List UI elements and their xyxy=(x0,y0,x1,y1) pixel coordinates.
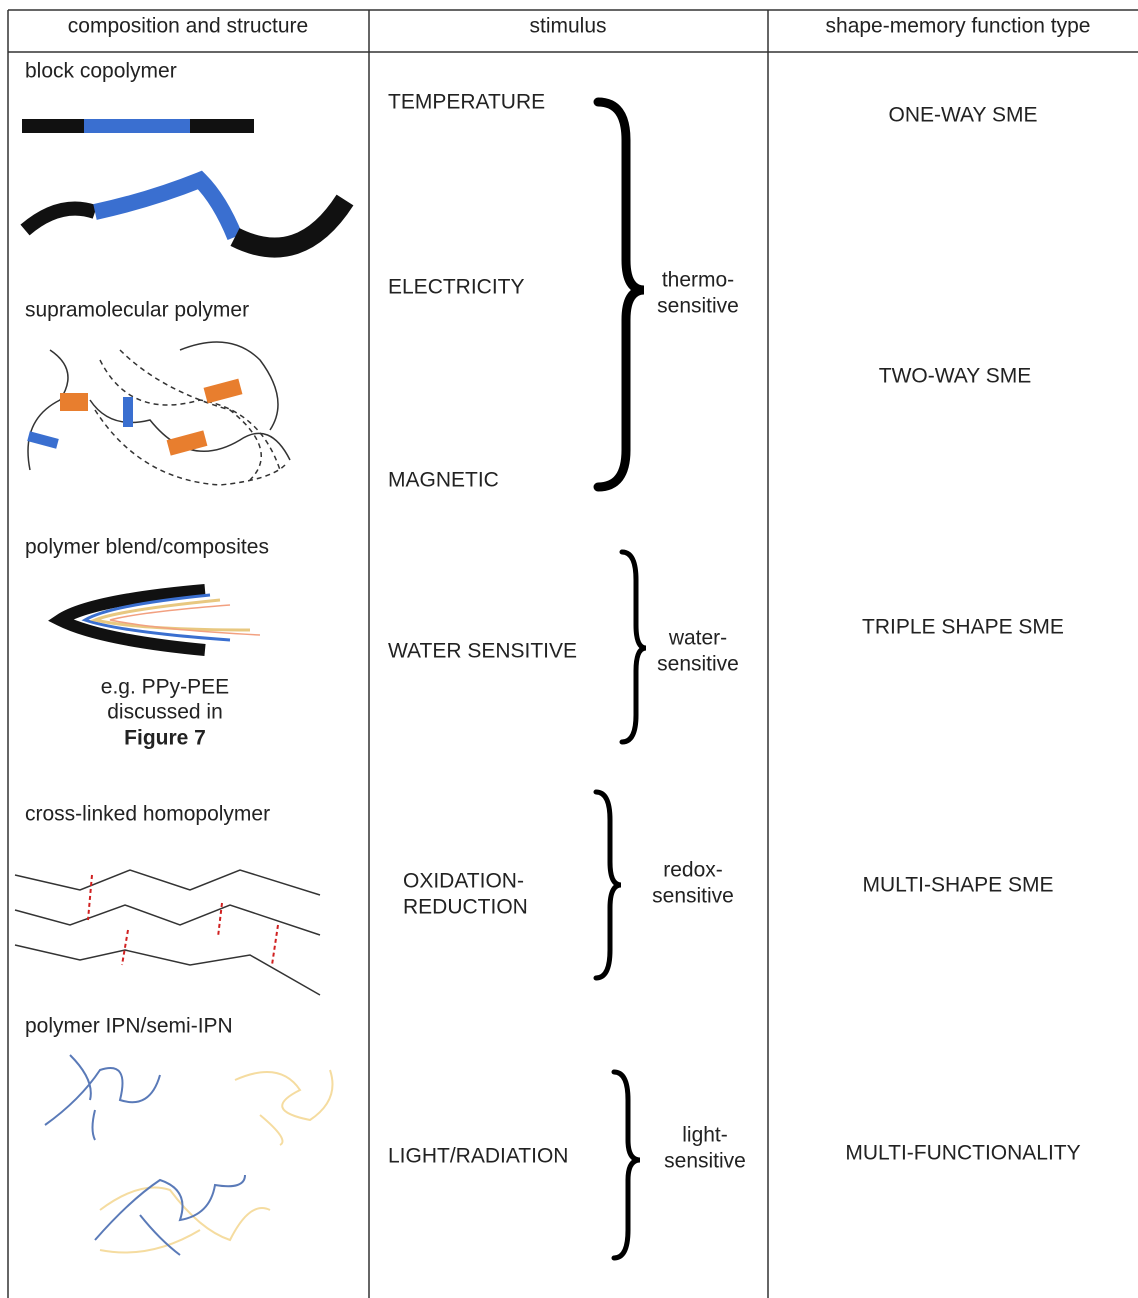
header: composition and structure xyxy=(68,15,308,38)
note: Figure 7 xyxy=(124,727,206,750)
sensitivity: redox- xyxy=(663,859,723,882)
function-type: TRIPLE SHAPE SME xyxy=(862,616,1064,639)
blend-illustration xyxy=(48,584,261,656)
stimulus: ELECTRICITY xyxy=(388,276,525,299)
brace xyxy=(593,97,645,492)
table-grid xyxy=(7,9,1138,1298)
function-type: ONE-WAY SME xyxy=(889,104,1038,127)
brace xyxy=(593,789,622,981)
structure-label: polymer IPN/semi-IPN xyxy=(25,1015,233,1038)
structure-label: supramolecular polymer xyxy=(25,299,249,322)
ipn-illustration xyxy=(44,1054,334,1256)
stimulus: TEMPERATURE xyxy=(388,91,545,114)
stimulus: MAGNETIC xyxy=(388,469,499,492)
stimulus: WATER SENSITIVE xyxy=(388,640,577,663)
sensitivity: light- xyxy=(682,1124,728,1147)
sensitivity: sensitive xyxy=(652,885,734,908)
sensitivity: thermo- xyxy=(662,269,734,292)
supramolecular-illustration xyxy=(27,341,291,486)
header: shape-memory function type xyxy=(826,15,1091,38)
block-copolymer-illustration xyxy=(20,119,354,258)
stimulus: LIGHT/RADIATION xyxy=(388,1145,568,1168)
sensitivity: water- xyxy=(668,627,727,650)
brace xyxy=(611,1069,641,1261)
stimulus: REDUCTION xyxy=(403,896,528,919)
brace xyxy=(619,549,647,745)
note: discussed in xyxy=(107,701,223,724)
sensitivity: sensitive xyxy=(657,653,739,676)
stimulus: OXIDATION- xyxy=(403,870,524,893)
function-type: MULTI-SHAPE SME xyxy=(863,874,1054,897)
crosslinked-illustration xyxy=(14,869,321,996)
function-type: TWO-WAY SME xyxy=(879,365,1031,388)
structure-label: cross-linked homopolymer xyxy=(25,803,270,826)
structure-label: block copolymer xyxy=(25,60,177,83)
sensitivity: sensitive xyxy=(664,1150,746,1173)
note: e.g. PPy-PEE xyxy=(101,676,229,699)
function-type: MULTI-FUNCTIONALITY xyxy=(845,1142,1080,1165)
structure-label: polymer blend/composites xyxy=(25,536,269,559)
sensitivity: sensitive xyxy=(657,295,739,318)
header: stimulus xyxy=(529,15,606,38)
